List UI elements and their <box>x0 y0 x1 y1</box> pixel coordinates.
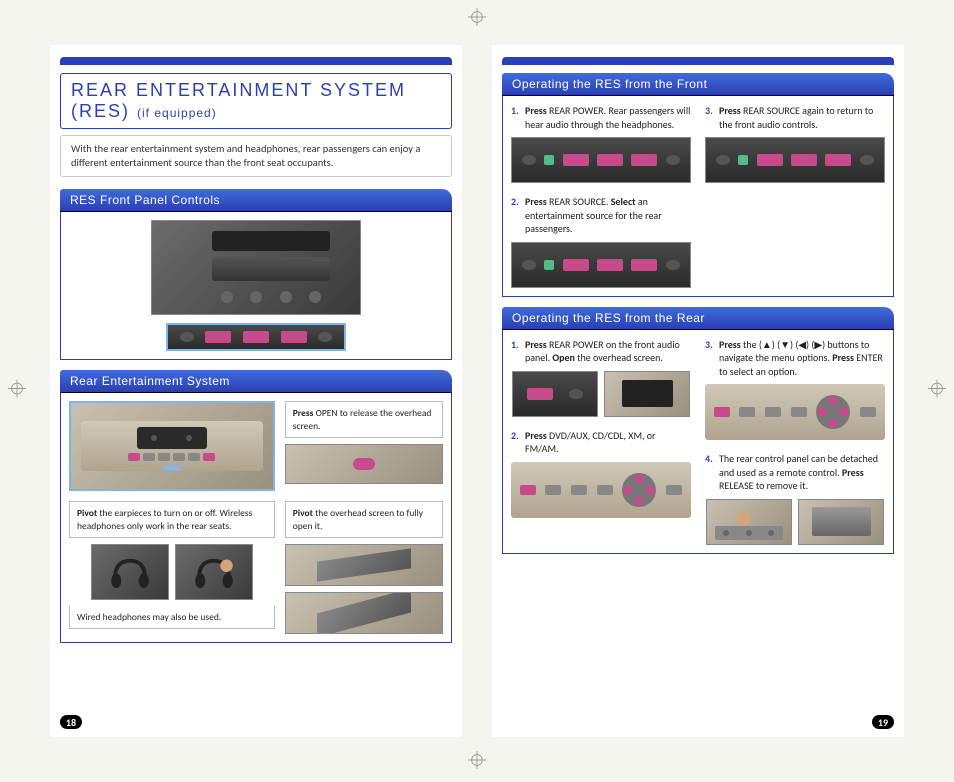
section-body-operate-rear: 1. Press REAR POWER on the front audio p… <box>502 330 894 554</box>
control-photo-3 <box>705 137 885 183</box>
step-bold2: Press <box>832 351 854 364</box>
note-wired: Wired headphones may also be used. <box>69 606 275 629</box>
step-1-front: 1. Press REAR POWER. Rear passengers wil… <box>511 104 691 131</box>
step-num: 1. <box>511 338 521 365</box>
title-main-text: REAR ENTERTAINMENT SYSTEM (RES) <box>71 80 406 121</box>
step-text2: the overhead screen. <box>575 351 663 364</box>
rear-photo-3 <box>705 384 885 440</box>
pivot-photo-1 <box>285 544 443 586</box>
note-pivot-screen: Pivot the overhead screen to fully open … <box>285 501 443 538</box>
step-3-rear: 3. Press the (▲) (▼) (◀) (▶) buttons to … <box>705 338 885 379</box>
step-text: REAR SOURCE. <box>547 195 611 208</box>
page-number-right: 19 <box>872 715 894 729</box>
step-bold: Press <box>525 338 547 351</box>
top-bar <box>502 57 894 65</box>
section-header-front-panel: RES Front Panel Controls <box>60 189 452 212</box>
step-2-front: 2. Press REAR SOURCE. Select an entertai… <box>511 195 691 236</box>
section-body-front-panel <box>60 212 452 360</box>
step-bold2: Select <box>611 195 636 208</box>
headphones-photo-1 <box>91 544 169 600</box>
control-photo-2 <box>511 242 691 288</box>
step-num: 2. <box>511 429 521 456</box>
section-header-operate-front: Operating the RES from the Front <box>502 73 894 96</box>
rear-photo-4a <box>706 499 792 545</box>
step-bold2: Press <box>842 466 864 479</box>
step-4-rear: 4. The rear control panel can be detache… <box>705 452 885 493</box>
intro-text: With the rear entertainment system and h… <box>60 135 452 177</box>
top-bar <box>60 57 452 65</box>
step-bold: Press <box>719 104 741 117</box>
crop-mark-bottom <box>468 751 486 774</box>
step-bold2: Open <box>552 351 575 364</box>
dashboard-photo <box>151 220 361 315</box>
left-page: REAR ENTERTAINMENT SYSTEM (RES) (if equi… <box>50 45 462 737</box>
main-title-box: REAR ENTERTAINMENT SYSTEM (RES) (if equi… <box>60 73 452 129</box>
step-bold: Press <box>525 104 547 117</box>
note-earpieces-bold: Pivot <box>77 507 97 519</box>
step-bold: Press <box>525 429 547 442</box>
step-num: 2. <box>511 195 521 236</box>
rear-photo-1a <box>512 371 598 417</box>
rear-photo-2 <box>511 462 691 518</box>
step-text: REAR POWER. Rear passengers will hear au… <box>525 104 690 131</box>
section-body-rear-system: Press OPEN to release the overhead scree… <box>60 393 452 643</box>
step-num: 4. <box>705 452 715 493</box>
note-earpieces-text: the earpieces to turn on or off. Wireles… <box>77 507 252 531</box>
main-title: REAR ENTERTAINMENT SYSTEM (RES) (if equi… <box>71 80 406 121</box>
step-num: 1. <box>511 104 521 131</box>
title-sub-text: (if equipped) <box>137 106 217 120</box>
note-earpieces: Pivot the earpieces to turn on or off. W… <box>69 501 275 538</box>
step-text: REAR SOURCE again to return to the front… <box>719 104 873 131</box>
rear-photo-4b <box>798 499 884 545</box>
rear-photo-1b <box>604 371 690 417</box>
control-strip-detail <box>166 323 346 351</box>
step-bold: Press <box>525 195 547 208</box>
step-3-front: 3. Press REAR SOURCE again to return to … <box>705 104 885 131</box>
note-pivot-bold: Pivot <box>293 507 313 519</box>
step-num: 3. <box>705 104 715 131</box>
note-open-bold: Press <box>293 407 314 419</box>
step-bold: Press <box>719 338 741 351</box>
control-photo-1 <box>511 137 691 183</box>
crop-mark-left <box>8 380 26 403</box>
right-page: Operating the RES from the Front 1. Pres… <box>492 45 904 737</box>
section-header-operate-rear: Operating the RES from the Rear <box>502 307 894 330</box>
note-open: Press OPEN to release the overhead scree… <box>285 401 443 438</box>
overhead-console-photo <box>69 401 275 491</box>
page-number-left: 18 <box>60 715 82 729</box>
step-num: 3. <box>705 338 715 379</box>
crop-mark-top <box>468 8 486 31</box>
page-spread: REAR ENTERTAINMENT SYSTEM (RES) (if equi… <box>50 45 904 737</box>
section-body-operate-front: 1. Press REAR POWER. Rear passengers wil… <box>502 96 894 297</box>
headphones-photo-2 <box>175 544 253 600</box>
pivot-photo-2 <box>285 592 443 634</box>
step-text2: RELEASE to remove it. <box>719 479 808 492</box>
open-button-photo <box>285 444 443 484</box>
crop-mark-right <box>928 380 946 403</box>
note-pivot-text: the overhead screen to fully open it. <box>293 507 423 531</box>
step-1-rear: 1. Press REAR POWER on the front audio p… <box>511 338 691 365</box>
section-header-rear-system: Rear Entertainment System <box>60 370 452 393</box>
note-open-text: OPEN to release the overhead screen. <box>293 407 432 431</box>
step-2-rear: 2. Press DVD/AUX, CD/CDL, XM, or FM/AM. <box>511 429 691 456</box>
